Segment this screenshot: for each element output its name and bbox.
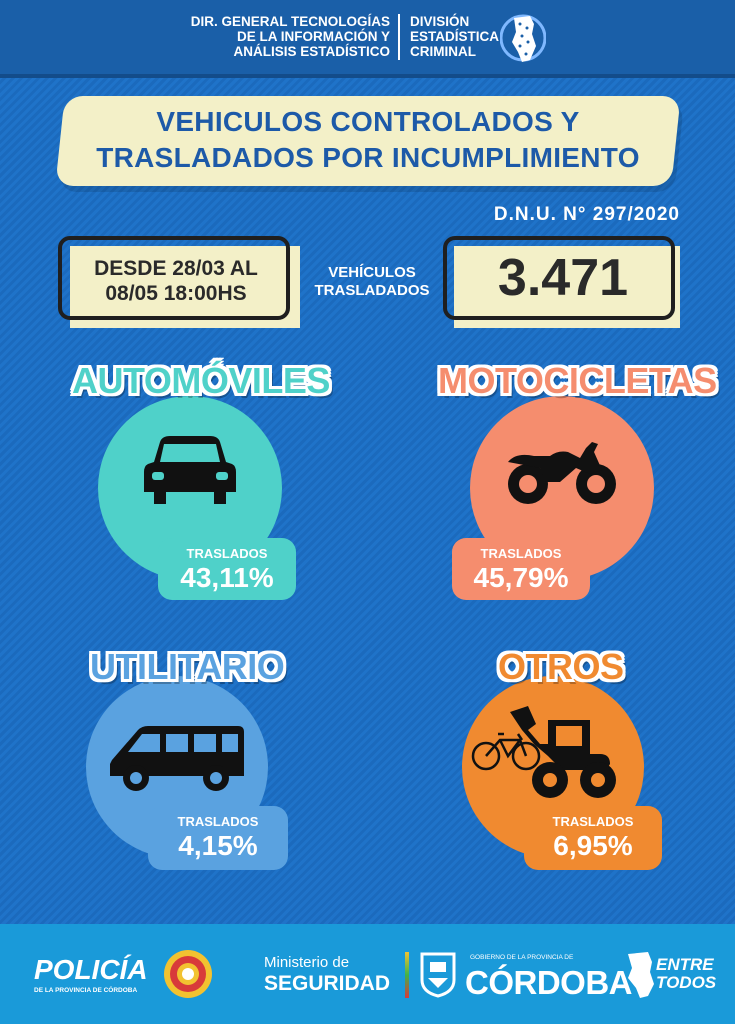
motocicletas-stat: TRASLADOS 45,79%: [452, 538, 590, 600]
period-text: DESDE 28/03 AL 08/05 18:00HS: [66, 256, 286, 306]
period-line-2: 08/05 18:00HS: [105, 282, 247, 305]
title-line-2: TRASLADADOS POR INCUMPLIMIENTO: [96, 142, 640, 173]
entre-todos-logo: ENTRE TODOS: [656, 956, 716, 992]
motocicletas-heading: MOTOCICLETAS: [438, 360, 717, 401]
total-label-line-2: TRASLADADOS: [314, 282, 430, 299]
utilitario-heading: UTILITARIO: [90, 646, 285, 687]
automoviles-stat-value: 43,11%: [180, 562, 274, 593]
otros-heading: OTROS: [498, 646, 624, 687]
cordoba-crest-icon: [420, 952, 456, 998]
car-icon: [144, 436, 236, 504]
total-value: 3.471: [497, 249, 629, 307]
org-line-3: ANÁLISIS ESTADÍSTICO: [233, 44, 390, 59]
entre-line-2: TODOS: [656, 973, 717, 992]
entre-todos-map-icon: [628, 952, 654, 998]
header: DIR. GENERAL TECNOLOGÍAS DE LA INFORMACI…: [0, 0, 735, 78]
total-label: VEHÍCULOS TRASLADADOS: [308, 264, 436, 300]
cordoba-map-icon: [500, 14, 546, 62]
motocicletas-stat-value: 45,79%: [473, 562, 569, 593]
division-line-2: ESTADÍSTICA: [410, 29, 500, 44]
motorcycle-icon: [508, 442, 616, 504]
entre-line-1: ENTRE: [656, 955, 714, 974]
total-box-fill: [454, 246, 680, 328]
policia-logo: POLICÍA: [34, 954, 148, 985]
van-icon: [110, 726, 244, 791]
org-line-2: DE LA INFORMACIÓN Y: [236, 29, 390, 44]
org-name: DIR. GENERAL TECNOLOGÍAS DE LA INFORMACI…: [191, 14, 390, 59]
footer-color-bar: [405, 952, 409, 998]
header-separator: [398, 14, 400, 60]
tractor-bicycle-icon: [471, 706, 616, 798]
ministerio-line-1: Ministerio de: [264, 954, 350, 971]
otros-stat-label: TRASLADOS: [552, 814, 634, 829]
gobierno-label: GOBIERNO DE LA PROVINCIA DE: [470, 954, 574, 961]
automoviles-stat: TRASLADOS 43,11%: [158, 538, 296, 600]
otros-stat-value: 6,95%: [553, 830, 633, 861]
dnu-reference: D.N.U. N° 297/2020: [493, 204, 680, 225]
police-badge-icon: [164, 950, 212, 998]
title-line-1: VEHICULOS CONTROLADOS Y: [156, 106, 580, 137]
automoviles-stat-label: TRASLADOS: [186, 546, 268, 561]
period-box: [58, 236, 290, 320]
motocicletas-stat-label: TRASLADOS: [480, 546, 562, 561]
period-box-fill: [70, 246, 300, 328]
utilitario-stat-label: TRASLADOS: [177, 814, 259, 829]
total-box: [443, 236, 675, 320]
org-line-1: DIR. GENERAL TECNOLOGÍAS: [190, 14, 390, 29]
automoviles-heading: AUTOMÓVILES: [72, 360, 330, 401]
period-line-1: DESDE 28/03 AL: [94, 257, 258, 280]
footer: POLICÍA DE LA PROVINCIA DE CÓRDOBA Minis…: [0, 924, 735, 1024]
policia-subtitle: DE LA PROVINCIA DE CÓRDOBA: [34, 987, 138, 994]
page-title: VEHICULOS CONTROLADOS Y TRASLADADOS POR …: [60, 104, 676, 176]
division-line-3: CRIMINAL: [410, 44, 476, 59]
division-line-1: DIVISIÓN: [410, 14, 470, 29]
cordoba-logo: CÓRDOBA: [465, 964, 633, 1001]
ministerio-line-2: SEGURIDAD: [264, 972, 391, 995]
utilitario-stat-value: 4,15%: [178, 830, 258, 861]
utilitario-stat: TRASLADOS 4,15%: [148, 806, 288, 870]
otros-stat: TRASLADOS 6,95%: [524, 806, 662, 870]
total-label-line-1: VEHÍCULOS: [328, 264, 416, 281]
division-name: DIVISIÓN ESTADÍSTICA CRIMINAL: [410, 14, 499, 59]
